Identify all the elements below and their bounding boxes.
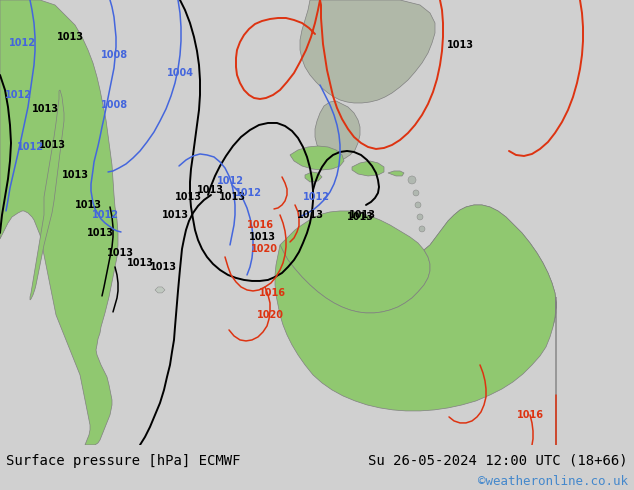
Circle shape bbox=[419, 226, 425, 232]
Text: 1016: 1016 bbox=[259, 288, 285, 298]
Text: 1013: 1013 bbox=[347, 212, 373, 222]
Text: 1012: 1012 bbox=[4, 90, 32, 100]
Text: 1020: 1020 bbox=[257, 310, 283, 320]
Polygon shape bbox=[155, 287, 165, 293]
Circle shape bbox=[413, 190, 419, 196]
Polygon shape bbox=[305, 172, 322, 182]
Text: 1013: 1013 bbox=[107, 248, 134, 258]
Polygon shape bbox=[280, 211, 430, 313]
Circle shape bbox=[415, 202, 421, 208]
Text: 1013: 1013 bbox=[32, 104, 58, 114]
Polygon shape bbox=[424, 205, 556, 361]
Text: 1013: 1013 bbox=[249, 232, 276, 242]
Text: 1004: 1004 bbox=[167, 68, 193, 78]
Text: Su 26-05-2024 12:00 UTC (18+66): Su 26-05-2024 12:00 UTC (18+66) bbox=[368, 454, 628, 467]
Text: 1013: 1013 bbox=[86, 228, 113, 238]
Text: 1012: 1012 bbox=[91, 210, 119, 220]
Text: Surface pressure [hPa] ECMWF: Surface pressure [hPa] ECMWF bbox=[6, 454, 241, 467]
Polygon shape bbox=[388, 171, 404, 176]
Text: 1008: 1008 bbox=[101, 100, 129, 110]
Text: 1012: 1012 bbox=[302, 192, 330, 202]
Text: 1012: 1012 bbox=[235, 188, 261, 198]
Circle shape bbox=[417, 214, 423, 220]
Text: 1020: 1020 bbox=[250, 244, 278, 254]
Polygon shape bbox=[30, 90, 64, 300]
Text: 1013: 1013 bbox=[446, 40, 474, 50]
Text: 1013: 1013 bbox=[39, 140, 65, 150]
Text: 1013: 1013 bbox=[174, 192, 202, 202]
Text: 1013: 1013 bbox=[349, 210, 375, 220]
Text: 1013: 1013 bbox=[219, 192, 245, 202]
Circle shape bbox=[408, 176, 416, 184]
Text: 1013: 1013 bbox=[297, 210, 323, 220]
Text: 1016: 1016 bbox=[517, 410, 543, 420]
Text: 1012: 1012 bbox=[16, 142, 44, 152]
Text: 1013: 1013 bbox=[56, 32, 84, 42]
Text: 1012: 1012 bbox=[8, 38, 36, 48]
Polygon shape bbox=[290, 146, 344, 170]
Text: 1008: 1008 bbox=[101, 50, 129, 60]
Text: 1013: 1013 bbox=[61, 170, 89, 180]
Text: 1013: 1013 bbox=[150, 262, 176, 272]
Text: 1012: 1012 bbox=[216, 176, 243, 186]
Text: ©weatheronline.co.uk: ©weatheronline.co.uk bbox=[477, 475, 628, 489]
Text: 1013: 1013 bbox=[75, 200, 101, 210]
Text: 1016: 1016 bbox=[247, 220, 273, 230]
Polygon shape bbox=[300, 0, 435, 103]
Polygon shape bbox=[0, 0, 118, 445]
Text: 1013: 1013 bbox=[127, 258, 153, 268]
Text: 1013: 1013 bbox=[197, 185, 224, 195]
Polygon shape bbox=[315, 101, 360, 161]
Polygon shape bbox=[275, 205, 556, 445]
Text: 1013: 1013 bbox=[162, 210, 188, 220]
Polygon shape bbox=[352, 161, 384, 176]
